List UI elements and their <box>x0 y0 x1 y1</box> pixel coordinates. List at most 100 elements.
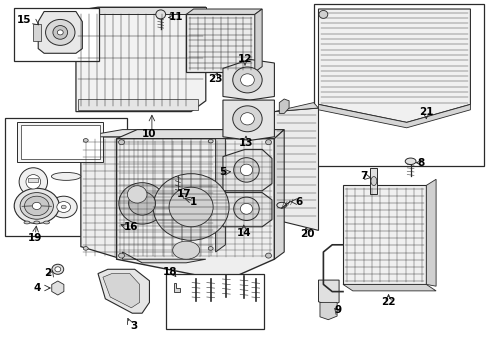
Ellipse shape <box>156 10 166 19</box>
Bar <box>33 24 41 41</box>
Polygon shape <box>122 252 206 263</box>
Bar <box>28 178 38 182</box>
Bar <box>166 274 264 329</box>
Text: 2: 2 <box>44 267 51 278</box>
Polygon shape <box>223 193 272 227</box>
Polygon shape <box>320 302 337 320</box>
Polygon shape <box>98 269 149 313</box>
Text: 7: 7 <box>360 171 368 181</box>
Ellipse shape <box>53 26 68 39</box>
Polygon shape <box>255 9 262 72</box>
Text: 11: 11 <box>169 12 184 22</box>
Polygon shape <box>343 284 436 291</box>
Ellipse shape <box>319 10 328 18</box>
Ellipse shape <box>44 221 49 224</box>
Ellipse shape <box>127 186 147 203</box>
Ellipse shape <box>129 192 156 215</box>
Polygon shape <box>274 103 318 112</box>
Text: 20: 20 <box>300 229 315 239</box>
Polygon shape <box>98 7 206 14</box>
Ellipse shape <box>20 193 53 219</box>
Polygon shape <box>174 283 180 292</box>
Ellipse shape <box>83 247 88 250</box>
Ellipse shape <box>233 106 262 132</box>
Ellipse shape <box>266 140 271 145</box>
Ellipse shape <box>233 67 262 93</box>
Ellipse shape <box>241 203 253 214</box>
Ellipse shape <box>26 175 41 189</box>
Ellipse shape <box>266 253 271 258</box>
Text: 21: 21 <box>419 107 434 117</box>
Bar <box>78 99 198 110</box>
Polygon shape <box>274 108 318 230</box>
Ellipse shape <box>405 158 416 165</box>
Text: 6: 6 <box>295 197 302 207</box>
Polygon shape <box>38 12 82 53</box>
Ellipse shape <box>83 139 88 142</box>
Ellipse shape <box>24 196 49 216</box>
Text: 14: 14 <box>237 228 251 238</box>
Text: 4: 4 <box>33 283 41 293</box>
Ellipse shape <box>50 196 77 218</box>
Polygon shape <box>76 7 206 112</box>
Polygon shape <box>343 185 426 284</box>
Ellipse shape <box>153 174 229 240</box>
Ellipse shape <box>46 19 75 45</box>
Ellipse shape <box>61 205 66 209</box>
Text: 16: 16 <box>124 222 139 232</box>
Polygon shape <box>318 280 339 306</box>
Polygon shape <box>223 59 274 100</box>
Ellipse shape <box>57 30 63 35</box>
Polygon shape <box>117 139 274 281</box>
Ellipse shape <box>234 158 259 182</box>
Polygon shape <box>318 9 470 122</box>
Polygon shape <box>81 137 216 259</box>
Text: 3: 3 <box>130 321 137 331</box>
Text: 8: 8 <box>418 158 425 168</box>
Ellipse shape <box>51 172 81 180</box>
Bar <box>314 4 484 166</box>
Polygon shape <box>186 9 262 14</box>
Ellipse shape <box>14 188 59 224</box>
Text: 19: 19 <box>28 233 43 243</box>
Bar <box>14 8 99 61</box>
Text: 22: 22 <box>381 297 396 307</box>
Ellipse shape <box>371 177 377 186</box>
Bar <box>21 125 100 159</box>
Polygon shape <box>223 149 272 191</box>
Ellipse shape <box>173 241 200 259</box>
Ellipse shape <box>52 264 64 274</box>
Ellipse shape <box>208 247 213 250</box>
Polygon shape <box>426 179 436 286</box>
Polygon shape <box>186 14 255 72</box>
Polygon shape <box>223 100 274 140</box>
Text: 5: 5 <box>220 167 226 177</box>
Ellipse shape <box>34 221 40 224</box>
Ellipse shape <box>24 221 30 224</box>
Text: 15: 15 <box>17 15 32 25</box>
Ellipse shape <box>55 267 61 272</box>
Ellipse shape <box>119 140 124 145</box>
Text: 13: 13 <box>239 138 253 148</box>
Text: 9: 9 <box>335 305 342 315</box>
Polygon shape <box>103 274 140 308</box>
Text: 1: 1 <box>190 197 197 207</box>
Ellipse shape <box>32 202 41 210</box>
Polygon shape <box>279 99 289 113</box>
Ellipse shape <box>208 139 213 143</box>
Text: 23: 23 <box>208 74 223 84</box>
Text: 10: 10 <box>142 129 157 139</box>
Ellipse shape <box>277 202 287 208</box>
Bar <box>5 118 127 236</box>
Text: 12: 12 <box>238 54 252 64</box>
Polygon shape <box>117 130 284 139</box>
Polygon shape <box>216 130 225 252</box>
Polygon shape <box>274 130 284 259</box>
Bar <box>17 122 103 162</box>
Ellipse shape <box>241 113 254 125</box>
Ellipse shape <box>19 168 48 196</box>
Ellipse shape <box>169 187 213 227</box>
Ellipse shape <box>119 253 124 258</box>
Ellipse shape <box>57 202 71 212</box>
Text: 18: 18 <box>163 267 177 277</box>
